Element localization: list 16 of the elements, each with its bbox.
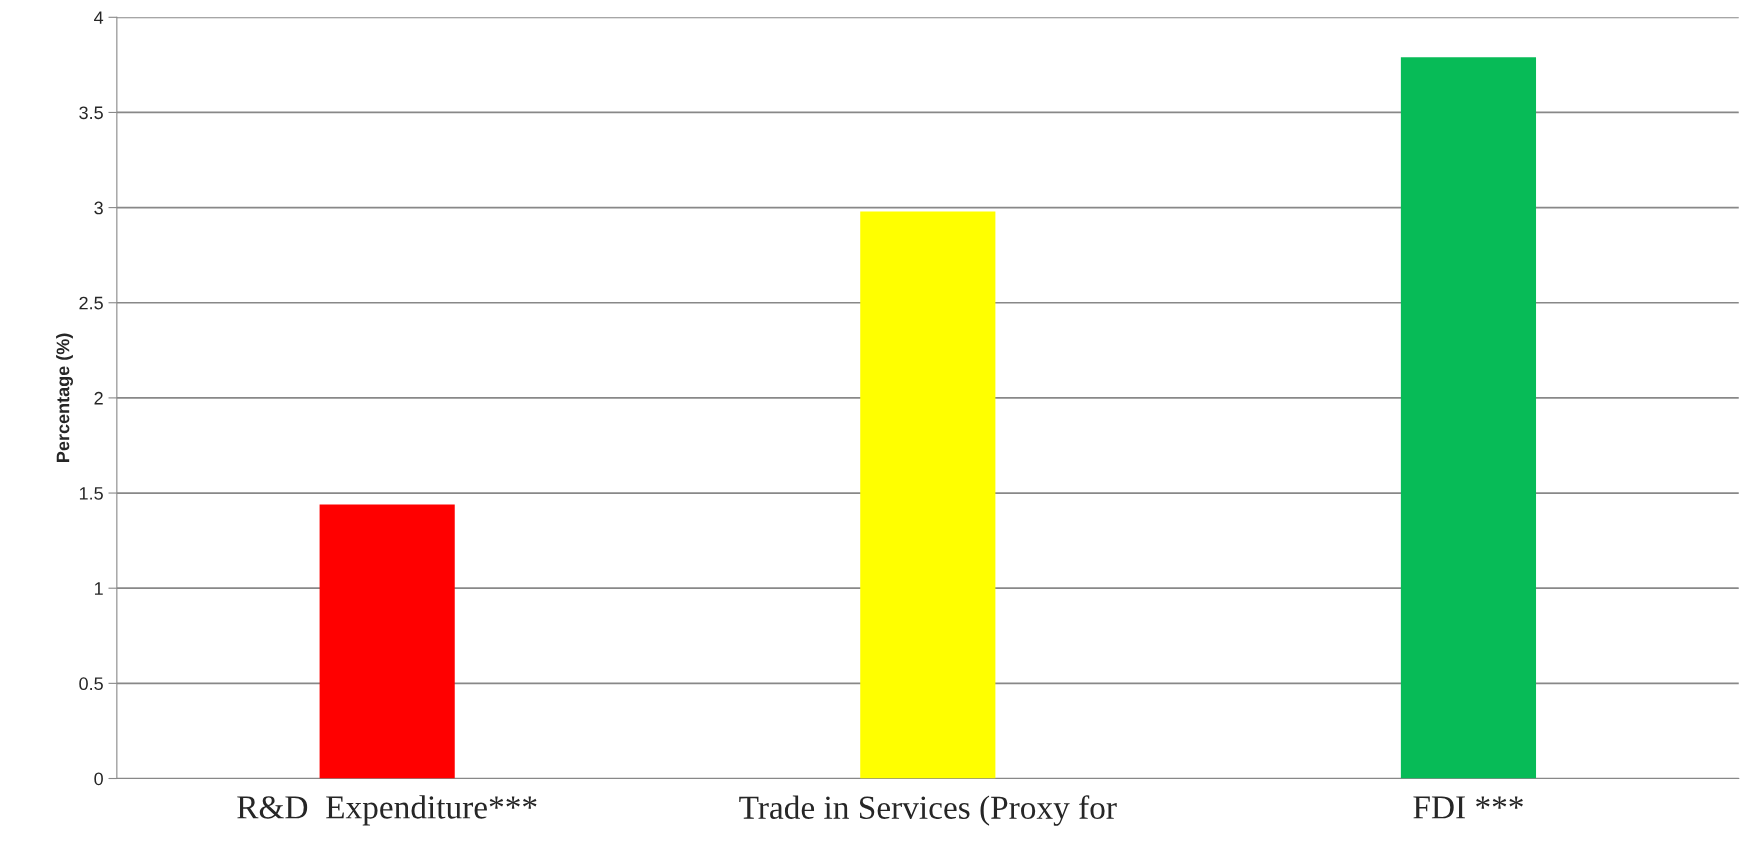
y-tick-label: 1 bbox=[94, 582, 103, 595]
x-tick-label: R&D Expenditure*** bbox=[237, 795, 537, 826]
bar bbox=[1400, 57, 1537, 779]
y-tick-label: 0.5 bbox=[79, 677, 103, 691]
y-tick-label: 3.5 bbox=[79, 106, 103, 120]
x-tick-label: Trade in Services (Proxy for bbox=[739, 795, 1117, 826]
y-tick-label: 1.5 bbox=[79, 487, 103, 500]
bar bbox=[860, 211, 996, 779]
x-tick-label: FDI *** bbox=[1413, 796, 1523, 819]
y-tick-label: 0 bbox=[94, 772, 103, 786]
bar bbox=[319, 504, 455, 779]
y-tick-label: 2 bbox=[94, 391, 103, 405]
y-axis-title: Percentage (%) bbox=[56, 333, 73, 462]
y-tick-label: 2.5 bbox=[79, 296, 103, 310]
y-tick-label: 4 bbox=[94, 11, 104, 24]
y-tick-label: 3 bbox=[94, 201, 103, 215]
